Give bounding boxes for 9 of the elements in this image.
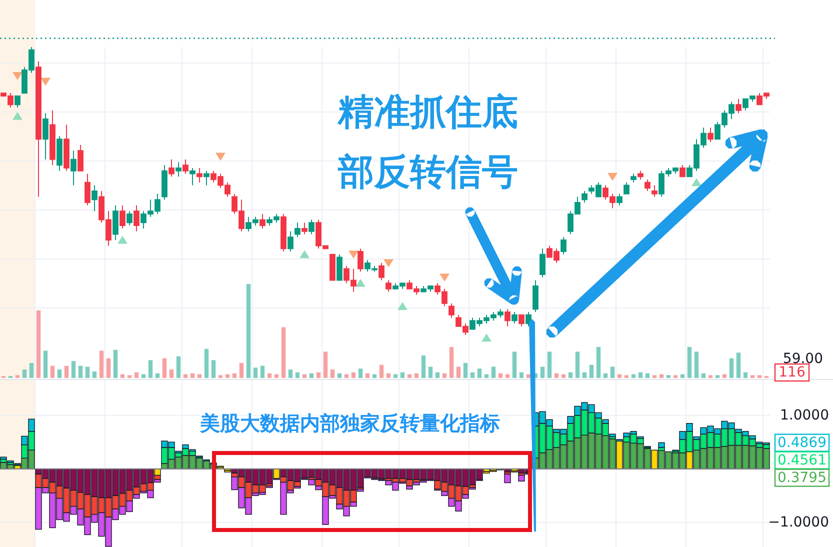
annotation: 精准抓住底部反转信号 [337, 92, 518, 193]
y-tick-label: 1.0000 [780, 407, 829, 424]
text: 116 [778, 364, 806, 380]
text: 0.4561 [778, 452, 826, 468]
text: 59.00 [782, 351, 823, 367]
y-tick-label: −1.0000 [768, 514, 829, 530]
text: 0.3795 [778, 470, 826, 486]
text: 0.4869 [778, 434, 826, 451]
annotation: 美股大数据内部独家反转量化指标 [199, 411, 500, 435]
